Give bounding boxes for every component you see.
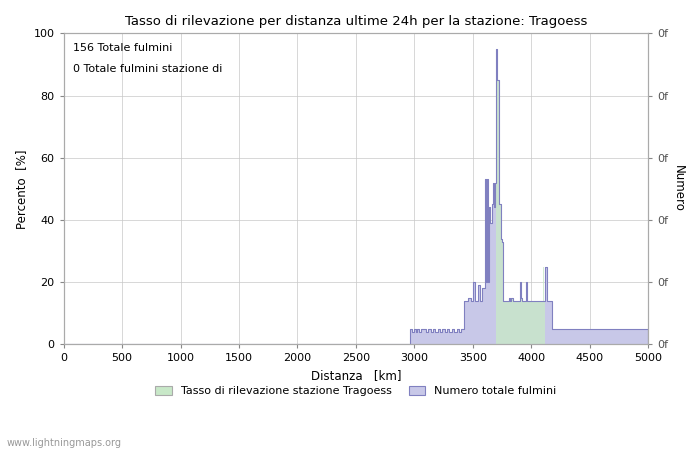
- X-axis label: Distanza   [km]: Distanza [km]: [311, 369, 401, 382]
- Title: Tasso di rilevazione per distanza ultime 24h per la stazione: Tragoess: Tasso di rilevazione per distanza ultime…: [125, 15, 587, 28]
- Text: www.lightningmaps.org: www.lightningmaps.org: [7, 438, 122, 448]
- Y-axis label: Numero: Numero: [672, 165, 685, 212]
- Text: 0 Totale fulmini stazione di: 0 Totale fulmini stazione di: [73, 64, 223, 74]
- Text: 156 Totale fulmini: 156 Totale fulmini: [73, 43, 172, 53]
- Y-axis label: Percento  [%]: Percento [%]: [15, 149, 28, 229]
- Legend: Tasso di rilevazione stazione Tragoess, Numero totale fulmini: Tasso di rilevazione stazione Tragoess, …: [151, 382, 561, 401]
